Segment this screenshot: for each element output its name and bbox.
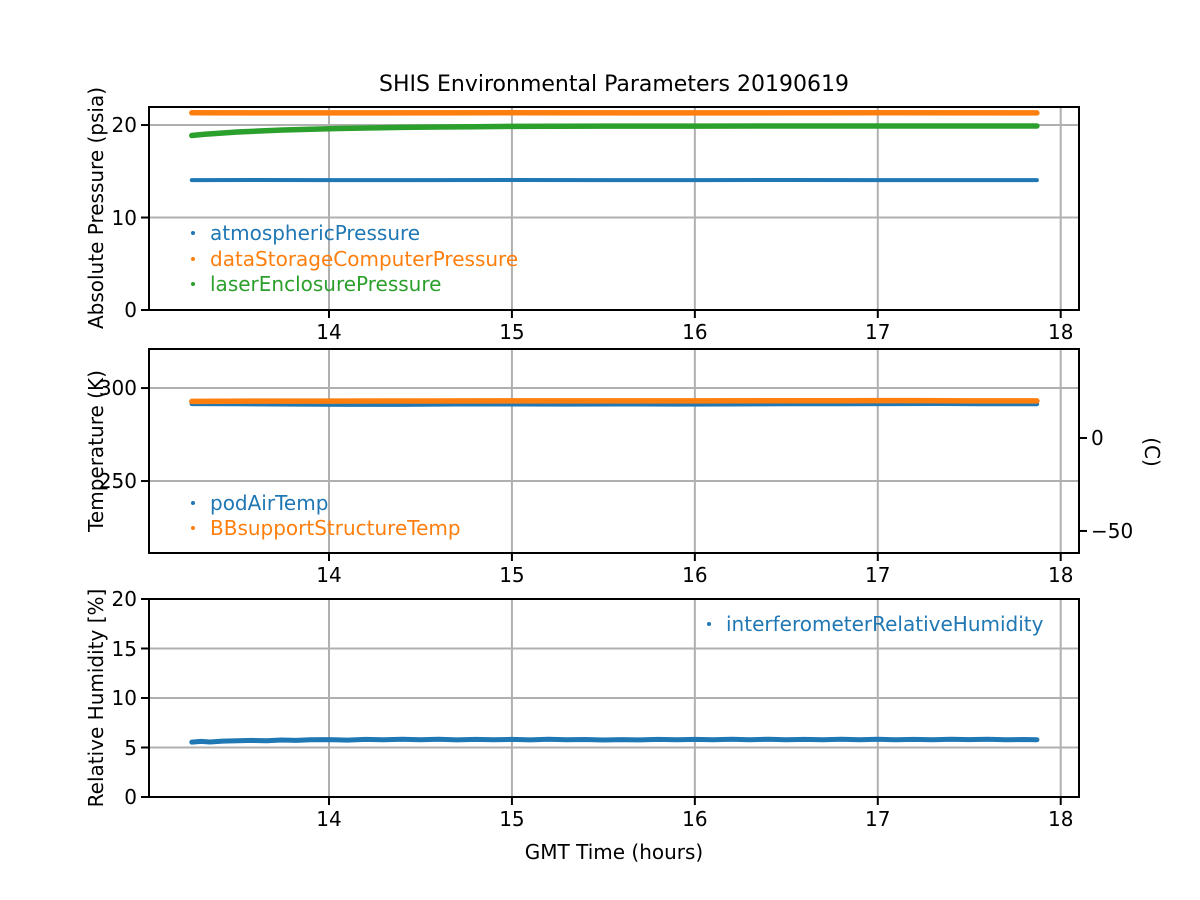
y-axis-label-humidity: Relative Humidity [%] bbox=[84, 588, 108, 808]
x-tick-label: 18 bbox=[1047, 807, 1074, 831]
chart-title: SHIS Environmental Parameters 20190619 bbox=[379, 72, 849, 97]
x-tick-label: 18 bbox=[1047, 320, 1074, 344]
legend-label: interferometerRelativeHumidity bbox=[726, 612, 1044, 636]
legend-entry: atmosphericPressure bbox=[191, 220, 420, 246]
legend-entry: interferometerRelativeHumidity bbox=[707, 611, 1043, 637]
legend-marker-dot-icon bbox=[191, 500, 195, 505]
legend-marker-dot-icon bbox=[191, 282, 195, 286]
y-axis-label-temperature: Temperature (K) bbox=[84, 370, 108, 532]
y-axis-label-celsius: (C) bbox=[1140, 437, 1164, 467]
y-tick-label: 10 bbox=[111, 686, 137, 710]
x-tick-label: 17 bbox=[865, 807, 891, 831]
x-tick-label: 18 bbox=[1047, 563, 1074, 587]
x-axis-label: GMT Time (hours) bbox=[524, 840, 704, 864]
legend-marker-dot-icon bbox=[191, 231, 195, 235]
x-tick-label: 16 bbox=[682, 563, 708, 587]
y-tick-label: 0 bbox=[124, 785, 137, 809]
y-tick-label: 5 bbox=[124, 735, 137, 760]
y-tick-label: 250 bbox=[98, 469, 137, 494]
right-tick-label: 0 bbox=[1091, 425, 1104, 450]
x-tick-label: 17 bbox=[865, 563, 891, 587]
x-tick-label: 16 bbox=[682, 807, 708, 831]
x-tick-label: 14 bbox=[316, 563, 342, 587]
y-tick-label: 15 bbox=[111, 636, 137, 661]
legend-entry: dataStorageComputerPressure bbox=[191, 246, 518, 272]
x-tick-label: 17 bbox=[865, 320, 891, 344]
y-axis-label-pressure: Absolute Pressure (psia) bbox=[84, 86, 108, 330]
y-tick-label: 20 bbox=[111, 587, 137, 611]
legend-entry: BBsupportStructureTemp bbox=[191, 515, 461, 541]
y-tick-label: 0 bbox=[124, 298, 137, 322]
legend-entry: laserEnclosurePressure bbox=[191, 271, 441, 297]
x-tick-label: 15 bbox=[499, 563, 525, 587]
legend-label: laserEnclosurePressure bbox=[210, 272, 442, 296]
legend-label: atmosphericPressure bbox=[210, 221, 421, 245]
x-tick-label: 14 bbox=[316, 320, 342, 344]
legend-label: BBsupportStructureTemp bbox=[210, 516, 461, 540]
x-tick-label: 15 bbox=[499, 320, 525, 344]
legend-marker-dot-icon bbox=[191, 526, 195, 530]
legend-entry: podAirTemp bbox=[191, 490, 328, 516]
x-tick-label: 15 bbox=[499, 807, 525, 831]
x-tick-label: 14 bbox=[316, 807, 342, 831]
legend-label: dataStorageComputerPressure bbox=[210, 246, 519, 271]
x-tick-label: 16 bbox=[682, 320, 708, 344]
y-tick-label: 10 bbox=[111, 205, 137, 230]
legend-marker-dot-icon bbox=[191, 256, 195, 261]
y-tick-label: 300 bbox=[98, 376, 137, 401]
legend-label: podAirTemp bbox=[210, 490, 329, 515]
y-tick-label: 20 bbox=[111, 113, 137, 138]
legend-marker-dot-icon bbox=[707, 622, 711, 626]
right-tick-label: −50 bbox=[1091, 518, 1134, 543]
